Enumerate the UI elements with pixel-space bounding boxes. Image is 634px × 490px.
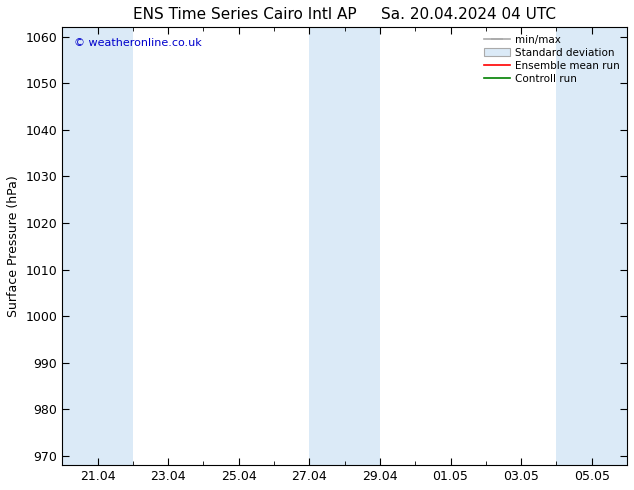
Bar: [345, 27, 380, 465]
Title: ENS Time Series Cairo Intl AP     Sa. 20.04.2024 04 UTC: ENS Time Series Cairo Intl AP Sa. 20.04.…: [133, 7, 556, 22]
Bar: [62, 27, 98, 465]
Bar: [309, 27, 345, 465]
Text: © weatheronline.co.uk: © weatheronline.co.uk: [74, 38, 201, 48]
Bar: [592, 27, 627, 465]
Bar: [98, 27, 133, 465]
Legend: min/max, Standard deviation, Ensemble mean run, Controll run: min/max, Standard deviation, Ensemble me…: [482, 32, 622, 86]
Bar: [557, 27, 592, 465]
Y-axis label: Surface Pressure (hPa): Surface Pressure (hPa): [7, 175, 20, 317]
